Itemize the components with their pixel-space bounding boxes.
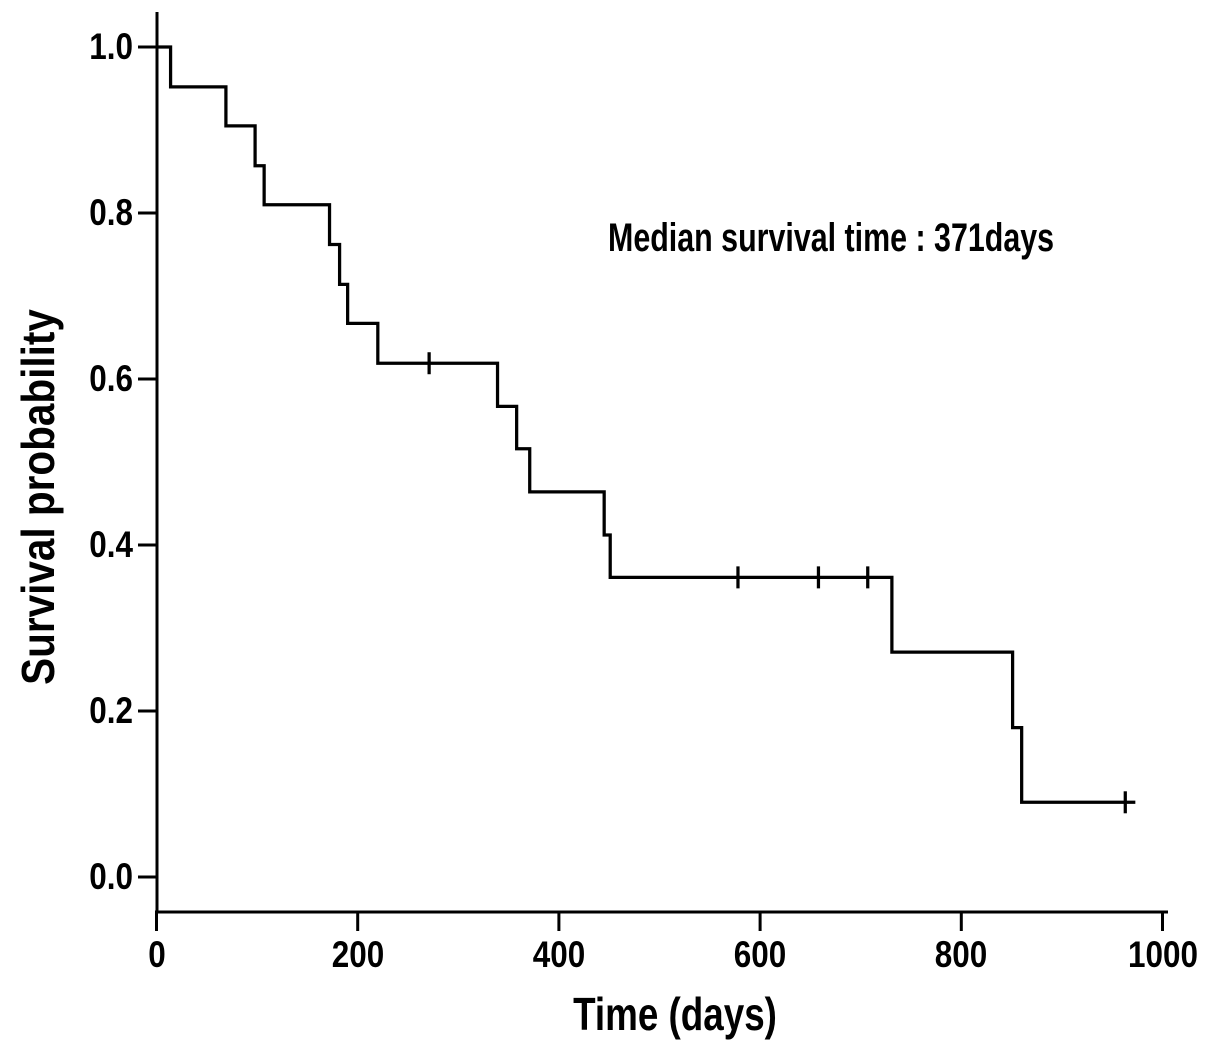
median-survival-annotation: Median survival time : 371days — [608, 216, 1055, 260]
y-tick-label: 0.0 — [89, 856, 133, 897]
y-tick-label: 1.0 — [89, 26, 133, 67]
x-tick-label: 0 — [147, 934, 166, 975]
x-axis-title: Time (days) — [573, 988, 777, 1040]
y-tick-label: 0.6 — [89, 358, 133, 399]
y-tick-label: 0.8 — [89, 192, 133, 233]
x-tick-label: 1000 — [1127, 934, 1198, 975]
y-tick-label: 0.2 — [89, 690, 133, 731]
x-tick-label: 400 — [532, 934, 586, 975]
x-tick-label: 800 — [935, 934, 988, 975]
survival-step-curve — [156, 45, 1136, 804]
y-tick-label: 0.4 — [89, 524, 133, 565]
x-tick-label: 200 — [331, 934, 384, 975]
x-tick-label: 600 — [733, 934, 787, 975]
y-axis-title: Survival probability — [12, 309, 64, 685]
